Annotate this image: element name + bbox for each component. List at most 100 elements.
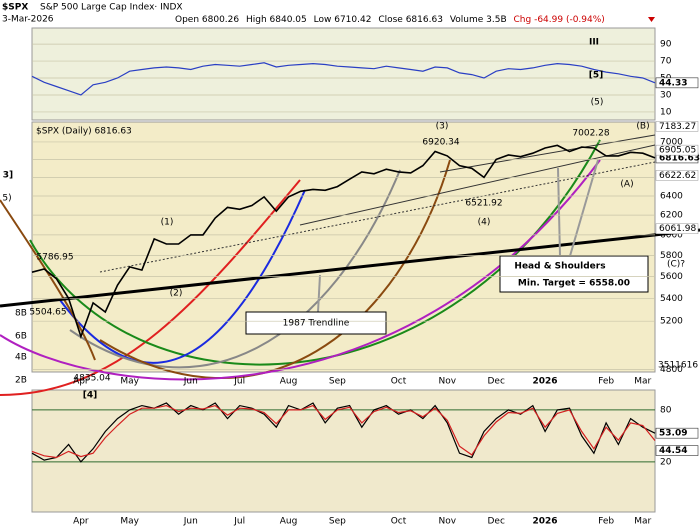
level-tag (655, 144, 699, 156)
volume-label: 8B (15, 309, 27, 319)
x-tick-label: Apr (73, 517, 89, 527)
level-tag-label: 6061.98 (659, 224, 696, 234)
down-arrow (648, 17, 655, 22)
y-tick-label: 80 (660, 405, 672, 415)
annotation: 6521.92 (465, 199, 502, 209)
pointer (317, 274, 321, 313)
x-tick-label: Feb (598, 377, 614, 387)
quote-item: Open 6800.26 (175, 15, 239, 25)
x-tick-label: Apr (73, 377, 89, 387)
x-tick-label: Mar (634, 377, 651, 387)
annotation: (4) (478, 218, 491, 228)
annotation: 6920.34 (422, 138, 459, 148)
x-tick-label: Jul (233, 517, 245, 527)
x-tick-label: Jun (183, 377, 198, 387)
annotation: Head & Shoulders (514, 262, 605, 272)
level-tag-label: 6622.62 (659, 171, 696, 181)
x-tick-label: Aug (280, 517, 298, 527)
x-tick-label: Jun (183, 517, 198, 527)
y-tick-label: 20 (660, 457, 672, 467)
note-box (245, 311, 387, 335)
y-tick-label: 6000 (660, 230, 683, 240)
annotation: [5] (589, 71, 604, 81)
value-tag-label: 44.54 (659, 446, 687, 456)
x-tick-label: Nov (439, 377, 457, 387)
quote-item: Volume 3.5B (450, 15, 507, 25)
x-tick-label: 2026 (533, 377, 558, 387)
series-line (31, 404, 656, 459)
symbol: $SPX (2, 3, 28, 13)
level-tag (655, 223, 699, 234)
annotation: (2) (170, 289, 183, 299)
quote: Open 6800.26 High 6840.05 Low 6710.42 Cl… (175, 15, 605, 25)
annotation: (B) (636, 122, 649, 132)
arc (0, 199, 96, 361)
y-tick-label: 5800 (660, 251, 683, 261)
y-tick-label: 7000 (660, 137, 683, 147)
x-tick-label: Jul (233, 377, 245, 387)
annotation: 1987 Trendline (283, 319, 350, 329)
date: 3-Mar-2026 (2, 15, 54, 25)
annotation: 5) (2, 194, 11, 204)
legend-label: $SPX (Daily) 6816.63 (36, 127, 132, 137)
annotation: [4] (83, 391, 98, 401)
y-tick-label: 30 (660, 90, 672, 100)
volume-label: 4B (15, 353, 27, 363)
annotation: 5504.65 (29, 308, 66, 318)
level-tag-label: 7183.27 (659, 122, 696, 132)
annotation: (A) (620, 180, 633, 190)
annotation: (3) (436, 122, 449, 132)
x-tick-label: Aug (280, 377, 298, 387)
annotation: 3] (3, 171, 13, 181)
x-tick-label: Sep (329, 377, 346, 387)
channel-line (299, 144, 656, 226)
trendline (0, 228, 700, 308)
note-box (499, 255, 649, 293)
annotation: 5786.95 (36, 253, 73, 263)
channel-line (439, 134, 656, 173)
value-tag-label: 6816.63 (659, 153, 700, 163)
value-tag-label: 44.33 (659, 78, 687, 88)
x-tick-label: Sep (329, 517, 346, 527)
x-tick-label: Oct (391, 517, 407, 527)
series-line (31, 62, 656, 96)
x-tick-label: Mar (634, 517, 651, 527)
annotation: (C)? (667, 260, 685, 270)
level-tag (655, 121, 699, 132)
y-tick-label: 5400 (660, 294, 683, 304)
annotation: III (589, 38, 599, 48)
quote-item: Close 6816.63 (378, 15, 443, 25)
arc (0, 179, 301, 396)
instrument-name: S&P 500 Large Cap Index· INDX (40, 3, 183, 13)
value-tag (655, 77, 699, 89)
x-tick-label: Dec (487, 517, 504, 527)
annotation: Min. Target = 6558.00 (518, 279, 630, 289)
y-tick-label: 10 (660, 107, 672, 117)
pointer (557, 167, 561, 257)
value-tag (655, 427, 699, 439)
x-tick-label: May (120, 377, 139, 387)
annotation: 4835.04 (73, 374, 110, 384)
y-tick-label: 70 (660, 57, 672, 67)
quote-item: High 6840.05 (246, 15, 307, 25)
arc (59, 189, 306, 364)
pointer (569, 159, 599, 257)
annotation: (5) (591, 98, 604, 108)
value-tag (655, 445, 699, 456)
x-tick-label: Oct (391, 377, 407, 387)
y-tick-label: 4800 (660, 365, 683, 375)
y-tick-label: 5600 (660, 272, 683, 282)
quote-item: Low 6710.42 (314, 15, 372, 25)
x-tick-label: Dec (487, 377, 504, 387)
volume-label: 6B (15, 332, 27, 342)
volume-label: 2B (15, 376, 27, 386)
annotation: 7002.28 (572, 129, 609, 139)
y-tick-label: 6400 (660, 191, 683, 201)
annotation: (1) (161, 218, 174, 228)
level-tag-label: 6905.05 (659, 146, 696, 156)
level-tag (655, 170, 699, 181)
y-tick-label: 6200 (660, 211, 683, 221)
value-tag-label: 53.09 (659, 429, 687, 439)
y-tick-label: 5200 (660, 317, 683, 327)
